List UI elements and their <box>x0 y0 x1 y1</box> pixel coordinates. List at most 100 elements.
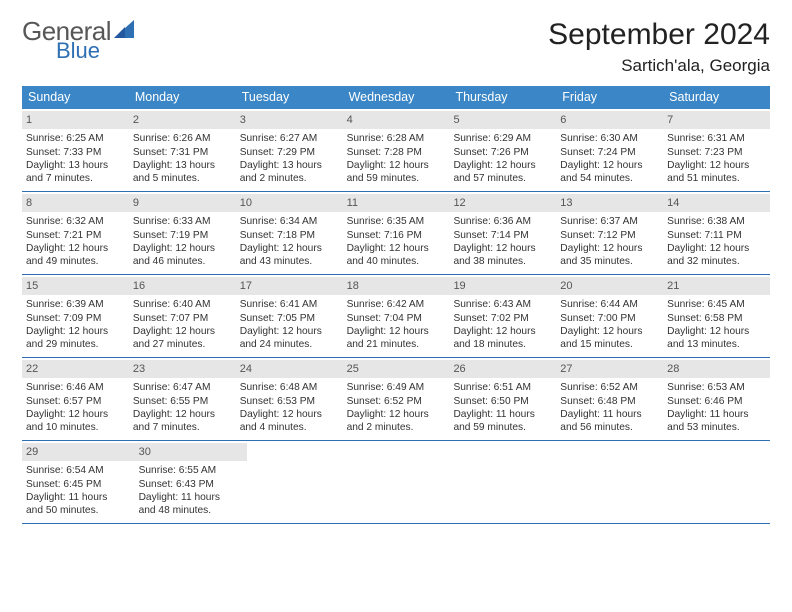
daylight-text: Daylight: 12 hours <box>133 242 232 255</box>
daylight-text: and 35 minutes. <box>560 255 659 268</box>
daylight-text: and 48 minutes. <box>139 504 244 517</box>
daylight-text: and 7 minutes. <box>26 172 125 185</box>
daylight-text: Daylight: 12 hours <box>667 242 766 255</box>
day-cell: 23Sunrise: 6:47 AMSunset: 6:55 PMDayligh… <box>129 358 236 440</box>
week-row: 15Sunrise: 6:39 AMSunset: 7:09 PMDayligh… <box>22 275 770 358</box>
weekday-wednesday: Wednesday <box>343 86 450 109</box>
daylight-text: Daylight: 11 hours <box>560 408 659 421</box>
day-cell: 22Sunrise: 6:46 AMSunset: 6:57 PMDayligh… <box>22 358 129 440</box>
sunset-text: Sunset: 6:48 PM <box>560 395 659 408</box>
day-number: 17 <box>236 277 343 295</box>
day-number: 9 <box>129 194 236 212</box>
sunset-text: Sunset: 7:24 PM <box>560 146 659 159</box>
daylight-text: Daylight: 12 hours <box>667 159 766 172</box>
weekday-saturday: Saturday <box>663 86 770 109</box>
daylight-text: Daylight: 12 hours <box>347 159 446 172</box>
sunrise-text: Sunrise: 6:34 AM <box>240 215 339 228</box>
day-number: 1 <box>22 111 129 129</box>
daylight-text: and 56 minutes. <box>560 421 659 434</box>
daylight-text: and 59 minutes. <box>453 421 552 434</box>
topbar: General Blue September 2024 Sartich'ala,… <box>22 18 770 76</box>
sunrise-text: Sunrise: 6:36 AM <box>453 215 552 228</box>
calendar-page: General Blue September 2024 Sartich'ala,… <box>0 0 792 534</box>
day-empty <box>665 441 770 523</box>
sunrise-text: Sunrise: 6:55 AM <box>139 464 244 477</box>
daylight-text: Daylight: 11 hours <box>453 408 552 421</box>
sunset-text: Sunset: 7:21 PM <box>26 229 125 242</box>
day-number: 21 <box>663 277 770 295</box>
day-cell: 3Sunrise: 6:27 AMSunset: 7:29 PMDaylight… <box>236 109 343 191</box>
sunset-text: Sunset: 7:04 PM <box>347 312 446 325</box>
day-cell: 13Sunrise: 6:37 AMSunset: 7:12 PMDayligh… <box>556 192 663 274</box>
logo: General Blue <box>22 18 140 62</box>
sunrise-text: Sunrise: 6:35 AM <box>347 215 446 228</box>
sunset-text: Sunset: 7:02 PM <box>453 312 552 325</box>
day-number: 22 <box>22 360 129 378</box>
daylight-text: Daylight: 12 hours <box>560 242 659 255</box>
daylight-text: Daylight: 13 hours <box>240 159 339 172</box>
day-number: 16 <box>129 277 236 295</box>
sunrise-text: Sunrise: 6:48 AM <box>240 381 339 394</box>
daylight-text: Daylight: 13 hours <box>26 159 125 172</box>
day-number: 10 <box>236 194 343 212</box>
sunrise-text: Sunrise: 6:29 AM <box>453 132 552 145</box>
day-number: 19 <box>449 277 556 295</box>
weekday-thursday: Thursday <box>449 86 556 109</box>
sunset-text: Sunset: 7:19 PM <box>133 229 232 242</box>
daylight-text: and 21 minutes. <box>347 338 446 351</box>
day-number: 3 <box>236 111 343 129</box>
sunset-text: Sunset: 6:46 PM <box>667 395 766 408</box>
week-row: 1Sunrise: 6:25 AMSunset: 7:33 PMDaylight… <box>22 109 770 192</box>
daylight-text: Daylight: 12 hours <box>560 159 659 172</box>
sunrise-text: Sunrise: 6:25 AM <box>26 132 125 145</box>
day-cell: 15Sunrise: 6:39 AMSunset: 7:09 PMDayligh… <box>22 275 129 357</box>
daylight-text: and 32 minutes. <box>667 255 766 268</box>
day-number: 5 <box>449 111 556 129</box>
day-number: 8 <box>22 194 129 212</box>
weekday-sunday: Sunday <box>22 86 129 109</box>
day-cell: 9Sunrise: 6:33 AMSunset: 7:19 PMDaylight… <box>129 192 236 274</box>
sunset-text: Sunset: 7:09 PM <box>26 312 125 325</box>
sunset-text: Sunset: 7:05 PM <box>240 312 339 325</box>
daylight-text: Daylight: 12 hours <box>347 325 446 338</box>
sunset-text: Sunset: 7:16 PM <box>347 229 446 242</box>
daylight-text: Daylight: 12 hours <box>453 325 552 338</box>
day-number: 24 <box>236 360 343 378</box>
daylight-text: and 2 minutes. <box>347 421 446 434</box>
day-cell: 10 Sunrise: 6:34 AMSunset: 7:18 PMDayligh… <box>236 192 343 274</box>
day-cell: 26Sunrise: 6:51 AMSunset: 6:50 PMDayligh… <box>449 358 556 440</box>
daylight-text: and 53 minutes. <box>667 421 766 434</box>
daylight-text: and 59 minutes. <box>347 172 446 185</box>
daylight-text: Daylight: 12 hours <box>240 242 339 255</box>
day-number: 25 <box>343 360 450 378</box>
day-cell: 11Sunrise: 6:35 AMSunset: 7:16 PMDayligh… <box>343 192 450 274</box>
day-cell: 29Sunrise: 6:54 AMSunset: 6:45 PMDayligh… <box>22 441 135 523</box>
sunrise-text: Sunrise: 6:28 AM <box>347 132 446 145</box>
daylight-text: and 4 minutes. <box>240 421 339 434</box>
day-cell: 4Sunrise: 6:28 AMSunset: 7:28 PMDaylight… <box>343 109 450 191</box>
sunset-text: Sunset: 7:00 PM <box>560 312 659 325</box>
sunset-text: Sunset: 6:58 PM <box>667 312 766 325</box>
daylight-text: and 5 minutes. <box>133 172 232 185</box>
day-number: 18 <box>343 277 450 295</box>
daylight-text: and 40 minutes. <box>347 255 446 268</box>
daylight-text: Daylight: 12 hours <box>453 242 552 255</box>
daylight-text: and 38 minutes. <box>453 255 552 268</box>
sunrise-text: Sunrise: 6:38 AM <box>667 215 766 228</box>
daylight-text: Daylight: 12 hours <box>26 242 125 255</box>
sunset-text: Sunset: 7:18 PM <box>240 229 339 242</box>
daylight-text: Daylight: 12 hours <box>26 325 125 338</box>
day-cell: 6Sunrise: 6:30 AMSunset: 7:24 PMDaylight… <box>556 109 663 191</box>
day-cell: 27Sunrise: 6:52 AMSunset: 6:48 PMDayligh… <box>556 358 663 440</box>
sunrise-text: Sunrise: 6:44 AM <box>560 298 659 311</box>
sunrise-text: Sunrise: 6:53 AM <box>667 381 766 394</box>
day-cell: 16Sunrise: 6:40 AMSunset: 7:07 PMDayligh… <box>129 275 236 357</box>
sunset-text: Sunset: 7:31 PM <box>133 146 232 159</box>
sunrise-text: Sunrise: 6:40 AM <box>133 298 232 311</box>
month-title: September 2024 <box>548 18 770 52</box>
day-number: 30 <box>135 443 248 461</box>
day-cell: 21Sunrise: 6:45 AMSunset: 6:58 PMDayligh… <box>663 275 770 357</box>
daylight-text: and 27 minutes. <box>133 338 232 351</box>
day-cell: 8Sunrise: 6:32 AMSunset: 7:21 PMDaylight… <box>22 192 129 274</box>
sunset-text: Sunset: 7:29 PM <box>240 146 339 159</box>
